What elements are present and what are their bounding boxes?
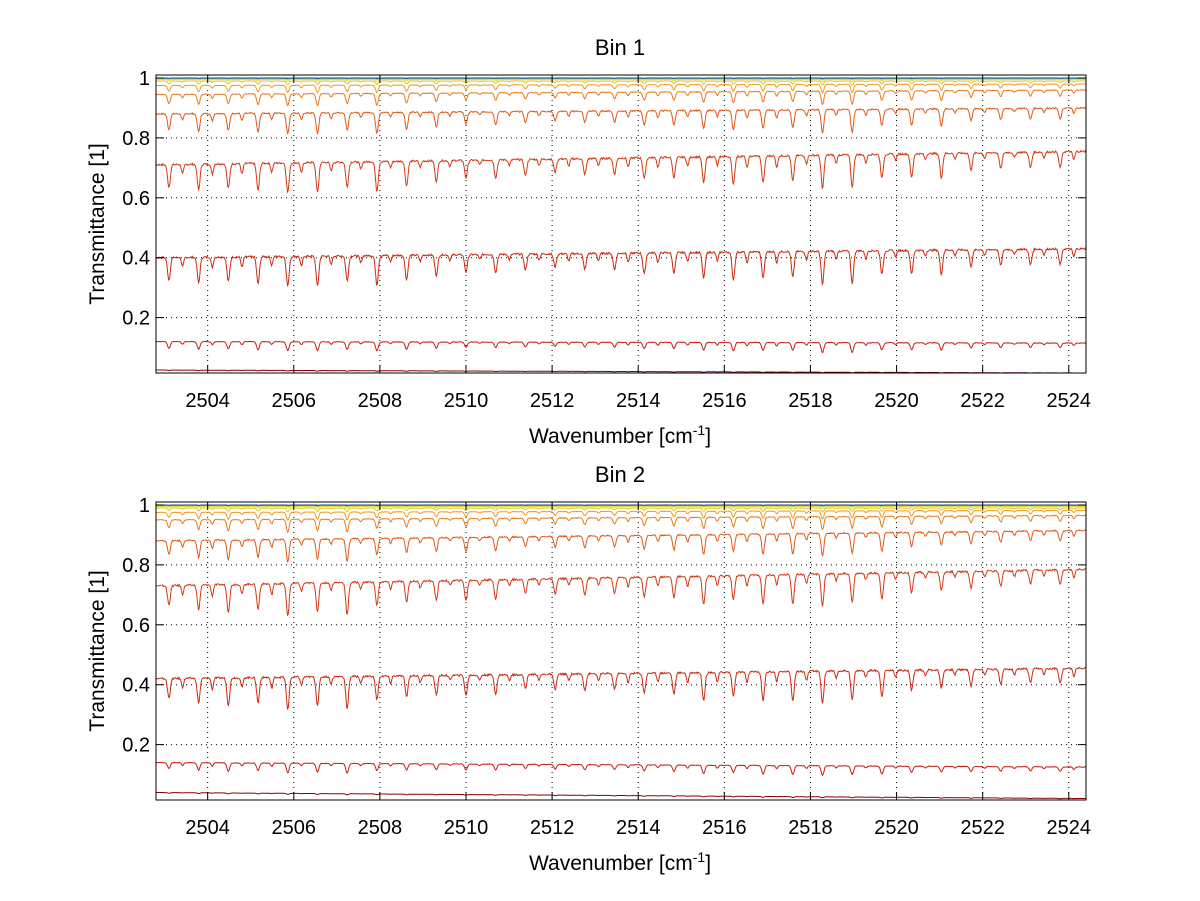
- series-line-2: [156, 761, 1086, 777]
- y-tick-label: 0.6: [122, 615, 150, 637]
- y-axis-label: Transmittance [1]: [86, 143, 109, 304]
- x-tick-label: 2520: [874, 390, 919, 412]
- y-tick-label: 1: [139, 68, 150, 90]
- chart-panel-bin-1: Bin 1 2504 2506 2508 2510 2512 2514 2516 2518 25…: [86, 35, 1091, 448]
- x-tick-label: 2522: [960, 390, 1005, 412]
- x-tick-label: 2520: [874, 817, 919, 839]
- y-tick-label: 0.2: [122, 735, 150, 757]
- series-line-1: [156, 792, 1086, 800]
- series-line-4: [156, 567, 1086, 617]
- series-line-8: [156, 507, 1086, 513]
- x-tick-label: 2516: [702, 817, 747, 839]
- x-tick-label: 2510: [444, 817, 489, 839]
- plot-frame: [155, 501, 1087, 801]
- series-line-6: [156, 89, 1086, 107]
- y-tick-label: 0.6: [122, 188, 150, 210]
- series-line-6: [156, 514, 1086, 533]
- x-tick-label: 2512: [530, 390, 575, 412]
- series-line-9: [156, 505, 1086, 509]
- x-tick-label: 2508: [358, 390, 403, 412]
- ticks: 2504 2506 2508 2510 2512 2514 2516 2518 2520 2522…: [122, 495, 1091, 839]
- chart-panel-bin-2: Bin 2 2504 2506 2508 2510 2512 2514 2516 2518 25…: [86, 462, 1091, 875]
- plot-frame: [155, 74, 1087, 374]
- series-line-4: [156, 149, 1086, 194]
- x-axis-label: Wavenumber [cm-1]: [529, 849, 711, 875]
- y-tick-label: 0.4: [122, 675, 150, 697]
- ticks: 2504 2506 2508 2510 2512 2514 2516 2518 2520 2522…: [122, 68, 1091, 412]
- x-tick-label: 2504: [185, 817, 230, 839]
- x-tick-label: 2510: [444, 390, 489, 412]
- x-tick-label: 2514: [616, 817, 661, 839]
- x-axis-label: Wavenumber [cm-1]: [529, 422, 711, 448]
- y-tick-label: 1: [139, 495, 150, 517]
- chart-title: Bin 2: [595, 462, 645, 487]
- series-line-7: [156, 83, 1086, 94]
- series-line-8: [156, 80, 1086, 86]
- x-tick-label: 2504: [185, 390, 230, 412]
- x-tick-label: 2522: [960, 817, 1005, 839]
- x-tick-label: 2524: [1047, 390, 1092, 412]
- x-tick-label: 2506: [272, 390, 317, 412]
- chart-title: Bin 1: [595, 35, 645, 60]
- y-tick-label: 0.8: [122, 555, 150, 577]
- series-group: [156, 504, 1086, 800]
- x-tick-label: 2508: [358, 817, 403, 839]
- x-tick-label: 2506: [272, 817, 317, 839]
- y-tick-label: 0.4: [122, 248, 150, 270]
- series-line-2: [156, 340, 1086, 354]
- y-axis-label: Transmittance [1]: [86, 570, 109, 731]
- y-tick-label: 0.8: [122, 128, 150, 150]
- series-line-9: [156, 78, 1086, 83]
- x-tick-label: 2516: [702, 390, 747, 412]
- series-group: [156, 77, 1086, 373]
- series-line-5: [156, 529, 1086, 563]
- x-tick-label: 2514: [616, 390, 661, 412]
- y-tick-label: 0.2: [122, 308, 150, 330]
- series-line-7: [156, 509, 1086, 521]
- x-tick-label: 2518: [788, 817, 833, 839]
- series-line-3: [156, 247, 1086, 288]
- series-line-5: [156, 106, 1086, 136]
- x-tick-label: 2524: [1047, 817, 1092, 839]
- series-line-3: [156, 666, 1086, 711]
- x-tick-label: 2518: [788, 390, 833, 412]
- x-tick-label: 2512: [530, 817, 575, 839]
